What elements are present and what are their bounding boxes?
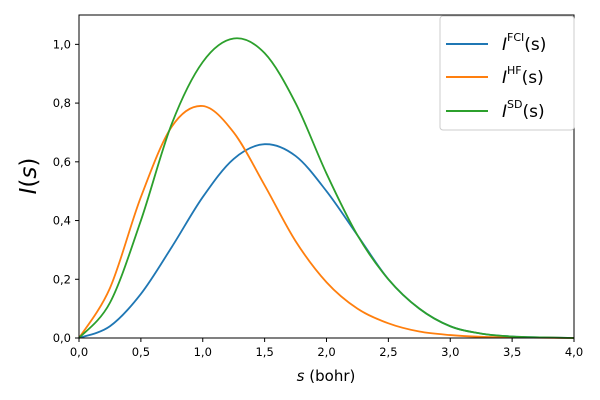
x-tick-label: 4,0: [565, 345, 583, 359]
y-axis-label: I(s): [16, 158, 42, 195]
y-tick-label: 0,2: [53, 272, 71, 286]
ticks-layer: 0,0 0,5 1,0 1,5 2,0 2,5 3,0 3,5 4,0 0,0 0,2 0,4 0,6 0…: [53, 37, 583, 359]
x-tick-label: 2,5: [379, 345, 397, 359]
series-line-hf: [78, 105, 575, 339]
legend: IFCI(s) IHF(s) ISD(s): [439, 15, 575, 131]
x-tick-label: 0,0: [70, 345, 88, 359]
x-axis-label: s (bohr): [297, 367, 356, 385]
x-tick-label: 0,5: [132, 345, 150, 359]
y-tick-label: 1,0: [53, 37, 71, 51]
series-layer: [78, 37, 575, 339]
y-tick-label: 0,8: [53, 96, 71, 110]
x-tick-label: 3,5: [503, 345, 521, 359]
series-line-sd: [78, 37, 575, 339]
y-tick-label: 0,4: [53, 214, 71, 228]
x-tick-label: 1,0: [194, 345, 212, 359]
y-tick-label: 0,0: [53, 331, 71, 345]
x-tick-label: 2,0: [317, 345, 335, 359]
legend-label-sd: ISD(s): [502, 98, 545, 122]
y-tick-label: 0,6: [53, 155, 71, 169]
legend-label-hf: IHF(s): [502, 64, 544, 88]
legend-label-fci: IFCI(s): [502, 31, 546, 55]
x-tick-label: 3,0: [441, 345, 459, 359]
x-tick-label: 1,5: [255, 345, 273, 359]
